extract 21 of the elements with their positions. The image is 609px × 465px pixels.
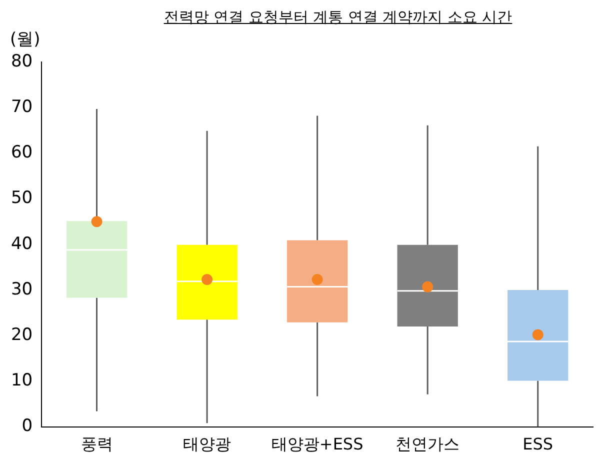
point <box>422 281 434 292</box>
y-tick-label: 30 <box>10 279 33 300</box>
y-tick-label: 60 <box>10 142 33 163</box>
x-tick-label: 태양광+ESS <box>271 434 364 454</box>
y-tick-label: 10 <box>10 370 33 391</box>
x-tick-label: 태양광 <box>183 434 232 454</box>
y-tick-label: 0 <box>22 416 33 436</box>
y-tick-label: 50 <box>10 188 33 208</box>
point <box>312 274 323 286</box>
x-tick-label: 천연가스 <box>396 434 460 454</box>
y-tick-label: 70 <box>10 97 33 118</box>
y-tick-label: 40 <box>10 234 33 254</box>
point <box>532 329 544 340</box>
x-tick-label: 풍력 <box>80 434 113 454</box>
point <box>202 274 213 286</box>
chart-title: 전력망 연결 요청부터 계통 연결 계약까지 소요 시간 <box>162 8 514 28</box>
point <box>91 216 102 228</box>
y-tick-label: 20 <box>10 325 33 346</box>
y-tick-label: 80 <box>10 51 33 72</box>
y-axis-title: (월) <box>10 29 40 50</box>
x-tick-label: ESS <box>522 434 554 454</box>
